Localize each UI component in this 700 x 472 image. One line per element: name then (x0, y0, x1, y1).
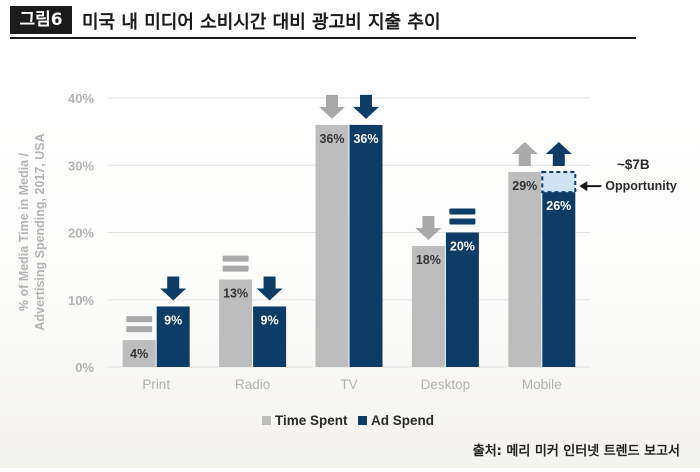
annotation-value: ~$7B (617, 157, 650, 172)
data-label: 36% (353, 132, 378, 146)
bar-ad-spend-desktop (445, 232, 479, 367)
bar-time-spent-tv (315, 124, 349, 368)
bar-time-spent-desktop (411, 245, 445, 367)
trend-marker-mobile-up-arrow (545, 141, 572, 166)
legend-entry: Time Spent (275, 413, 348, 428)
trend-marker-desktop-down-arrow (415, 215, 442, 240)
trend-marker-mobile-up-arrow (511, 141, 538, 166)
figure-header: 그림6 미국 내 미디어 소비시간 대비 광고비 지출 추이 (10, 6, 636, 36)
opportunity-gap (541, 170, 577, 194)
bar-ad-spend-radio (253, 306, 287, 367)
x-tick-label: Desktop (421, 377, 471, 392)
figure-title: 미국 내 미디어 소비시간 대비 광고비 지출 추이 (82, 12, 441, 33)
data-label: 36% (319, 132, 344, 146)
trend-marker-radio-equal-top (222, 255, 249, 262)
figure-number-tag: 그림6 (10, 6, 72, 34)
y-tick-label: 40% (68, 91, 94, 106)
data-label: 9% (261, 313, 279, 327)
trend-marker-tv-down-arrow (319, 94, 345, 119)
x-tick-label: TV (340, 377, 357, 392)
legend-entry: Ad Spend (371, 413, 434, 428)
annotation-pointer-head (579, 181, 588, 192)
x-tick-label: Mobile (522, 377, 562, 392)
bar-ad-spend-tv (349, 124, 383, 368)
source-note: 출처: 메리 미커 인터넷 트렌드 보고서 (472, 444, 680, 459)
x-tick-label: Print (142, 377, 170, 392)
annotation-label: Opportunity (605, 179, 677, 193)
trend-marker-desktop-equal-top (449, 208, 476, 215)
trend-marker-print-equal-bottom (126, 326, 153, 333)
data-label: 20% (450, 240, 475, 254)
bar-ad-spend-mobile (542, 192, 576, 367)
data-label: 9% (164, 313, 182, 327)
data-label: 18% (416, 253, 441, 267)
data-label: 4% (130, 347, 148, 361)
x-tick-label: Radio (235, 377, 270, 392)
bar-time-spent-mobile (508, 171, 542, 367)
bar-time-spent-radio (219, 279, 253, 367)
chart-panel: 0% 10% 20% 30% 40% % of Media Time in Media /… (0, 42, 700, 468)
trend-marker-radio-equal-bottom (222, 265, 249, 272)
trend-marker-desktop-equal-bottom (449, 218, 476, 225)
y-tick-label: 10% (68, 293, 94, 308)
legend-swatch (358, 416, 367, 425)
trend-marker-radio-down-arrow (256, 276, 283, 301)
header-rule (10, 37, 636, 39)
legend-swatch (262, 416, 271, 425)
trend-marker-print-equal-top (126, 316, 153, 323)
bar-time-spent-print (122, 340, 156, 367)
y-tick-label: 20% (68, 226, 94, 241)
data-label: 26% (546, 199, 571, 213)
bar-ad-spend-print (156, 306, 190, 367)
trend-marker-print-down-arrow (160, 276, 187, 301)
bar-chart: 0% 10% 20% 30% 40% % of Media Time in Media /… (17, 91, 677, 428)
data-label: 29% (512, 179, 537, 193)
data-label: 13% (223, 287, 248, 301)
y-axis-label-line1: % of Media Time in Media / (17, 152, 31, 311)
y-tick-label: 0% (75, 360, 94, 375)
trend-marker-tv-down-arrow (353, 94, 379, 119)
y-axis-label-line2: Advertising Spending, 2017, USA (33, 133, 47, 330)
y-tick-label: 30% (68, 158, 94, 173)
